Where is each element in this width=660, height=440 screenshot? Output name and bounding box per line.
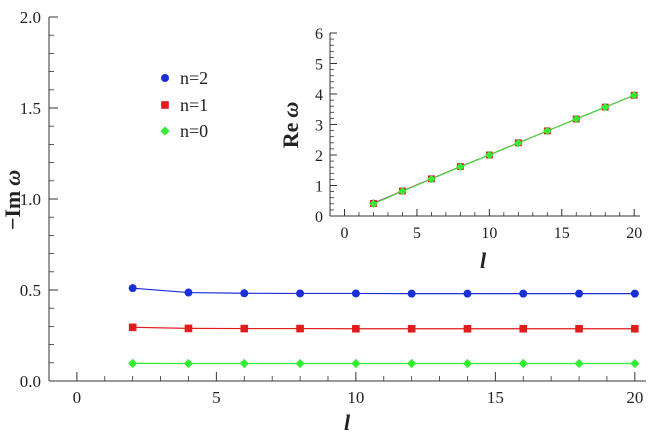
series-line-2	[373, 94, 635, 205]
data-point-s0-6	[463, 289, 472, 298]
data-point-s2-7	[518, 358, 528, 369]
y-tick-label: 1	[315, 179, 323, 196]
x-tick-label: 20	[626, 388, 643, 407]
data-point-s1-7	[519, 324, 528, 333]
x-tick-label: 10	[481, 225, 497, 242]
data-point-s2-0	[128, 358, 138, 368]
x-tick-label: 0	[340, 225, 348, 242]
y-tick-label: 0.0	[20, 372, 41, 391]
y-tick-label: 5	[315, 57, 323, 74]
data-point-s1-4	[352, 324, 360, 333]
x-tick-label: 15	[487, 388, 504, 407]
data-point-s2-3	[295, 358, 305, 369]
data-point-s2-9	[630, 91, 639, 100]
x-tick-label: 10	[347, 388, 364, 407]
y-tick-label: 2.0	[20, 8, 41, 27]
y-axis-title-prefix: Re	[278, 122, 303, 148]
data-point-s1-9	[631, 324, 639, 333]
y-tick-label: 4	[315, 87, 323, 104]
data-point-s0-1	[184, 288, 193, 297]
data-point-s2-2	[427, 174, 436, 184]
data-point-s2-7	[572, 114, 581, 124]
data-point-s2-8	[601, 102, 610, 112]
legend-marker-1	[161, 101, 169, 109]
data-point-s2-4	[351, 358, 361, 369]
data-point-s0-3	[296, 289, 305, 298]
x-axis-title: l	[480, 248, 487, 273]
y-tick-label: 3	[315, 118, 323, 135]
y-axis-title: Re ω	[278, 102, 303, 149]
x-tick-label: 0	[73, 388, 82, 407]
legend-label-2: n=0	[180, 121, 208, 141]
y-axis-title: −Im ω	[0, 170, 25, 230]
data-point-s2-2	[239, 358, 249, 369]
data-point-s2-4	[485, 150, 494, 160]
legend-marker-2	[160, 126, 170, 136]
legend-label-1: n=1	[180, 95, 208, 115]
y-tick-label: 0	[315, 209, 323, 226]
data-point-s0-7	[519, 289, 528, 298]
data-point-s0-5	[407, 289, 416, 298]
x-tick-label: 15	[554, 225, 570, 242]
series-line-0	[132, 287, 635, 295]
x-tick-label: 5	[413, 225, 421, 242]
data-point-s0-2	[240, 289, 249, 298]
data-point-s2-0	[369, 199, 378, 208]
data-point-s0-8	[575, 289, 584, 298]
data-point-s1-2	[240, 324, 249, 333]
inset-background	[282, 18, 656, 284]
data-point-s1-3	[296, 324, 304, 333]
y-axis-title-symbol: ω	[0, 170, 25, 186]
data-point-s2-5	[514, 138, 523, 148]
data-point-s1-8	[575, 324, 583, 333]
data-point-s2-1	[183, 358, 194, 369]
data-point-s1-1	[184, 324, 193, 333]
y-tick-label: 1.5	[20, 99, 41, 118]
x-tick-label: 20	[626, 225, 642, 242]
y-tick-label: 6	[315, 26, 323, 43]
data-point-s0-4	[351, 289, 360, 298]
data-point-s2-9	[630, 358, 640, 369]
y-tick-label: 0.5	[20, 281, 41, 300]
y-axis-title-symbol: ω	[278, 102, 303, 118]
data-point-s2-1	[398, 187, 407, 196]
y-tick-label: 1.0	[20, 190, 41, 209]
data-point-s2-6	[462, 358, 473, 369]
legend-label-0: n=2	[180, 68, 208, 88]
x-axis-title: l	[344, 410, 351, 435]
y-axis-title-prefix: −Im	[0, 191, 25, 230]
data-point-s1-0	[128, 323, 137, 332]
data-point-s2-6	[543, 126, 552, 136]
data-point-s2-5	[407, 358, 417, 369]
data-point-s0-0	[128, 284, 137, 293]
y-tick-label: 2	[315, 148, 323, 165]
series-line-1	[132, 326, 635, 330]
x-tick-label: 5	[212, 388, 221, 407]
data-point-s2-8	[574, 358, 584, 369]
legend-marker-0	[161, 74, 169, 82]
data-point-s0-9	[630, 289, 639, 298]
data-point-s1-6	[463, 324, 472, 333]
data-point-s1-5	[407, 324, 416, 333]
data-point-s2-3	[456, 162, 465, 172]
inset-chart: 0 5 10 15 20 0 1 2 3 4 5 6 l Re ω	[278, 26, 642, 273]
